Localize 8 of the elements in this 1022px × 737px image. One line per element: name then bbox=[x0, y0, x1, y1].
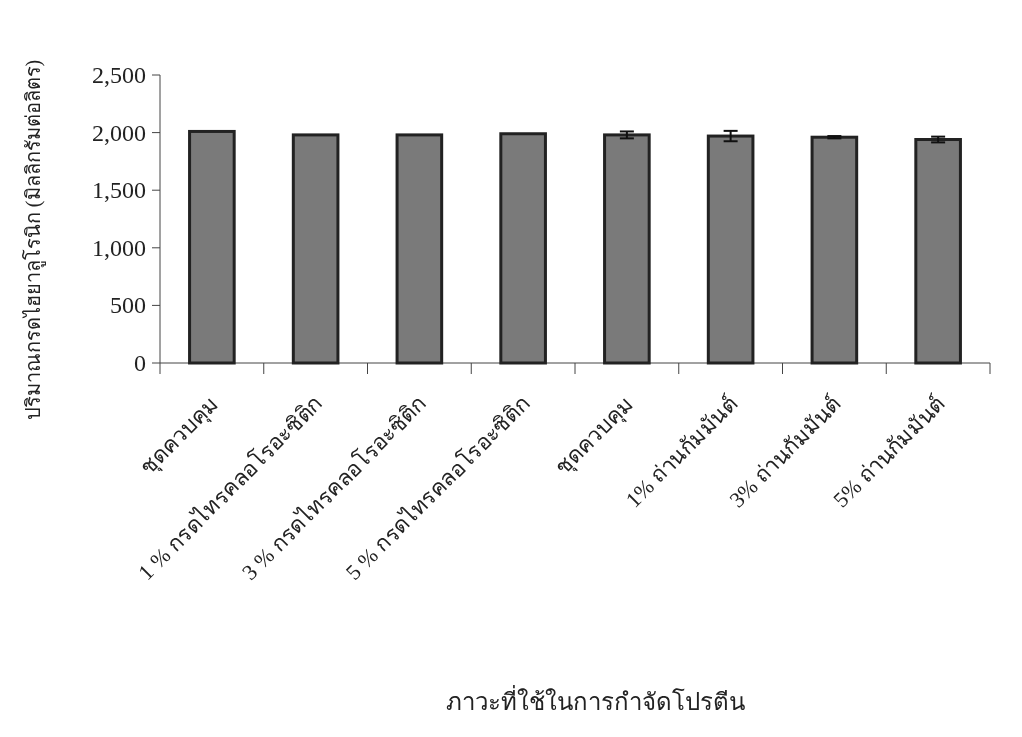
y-tick-label: 2,000 bbox=[92, 119, 146, 146]
y-tick-label: 500 bbox=[110, 292, 146, 319]
y-tick-label: 1,500 bbox=[92, 177, 146, 204]
x-axis-title: ภาวะที่ใช้ในการกำจัดโปรตีน bbox=[445, 685, 745, 715]
y-tick-label: 1,000 bbox=[92, 234, 146, 261]
y-tick-label: 0 bbox=[134, 350, 146, 376]
y-axis-title: ปริมาณกรดไฮยาลูโรนิก (มิลลิกรัมต่อลิตร) bbox=[22, 59, 46, 421]
y-tick-label: 2,500 bbox=[92, 62, 146, 88]
